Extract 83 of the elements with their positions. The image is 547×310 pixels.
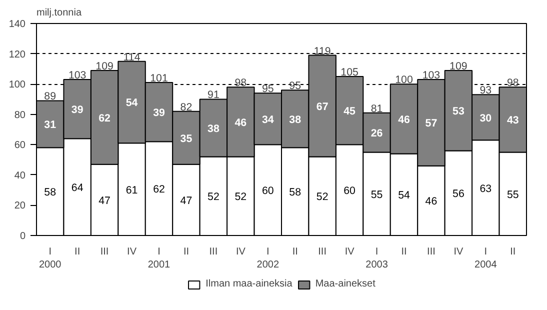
x-tick-label: II	[401, 246, 407, 258]
data-label: 47	[180, 194, 192, 207]
total-label: 93	[480, 84, 492, 97]
data-label: 67	[316, 101, 328, 114]
x-tick-label: IV	[127, 246, 137, 258]
total-label: 91	[208, 89, 220, 102]
total-label: 98	[234, 77, 247, 90]
data-label: 34	[262, 114, 274, 126]
x-tick-label: III	[209, 246, 218, 258]
y-tick-label: 20	[14, 200, 26, 212]
data-label: 58	[44, 186, 56, 199]
data-label: 64	[71, 182, 84, 194]
x-tick-label: I 2000	[38, 246, 62, 271]
total-label: 109	[96, 60, 114, 72]
x-tick-label: I 2002	[256, 246, 280, 271]
y-tick-label: 40	[14, 170, 26, 182]
data-label: 38	[289, 114, 302, 126]
data-label: 62	[98, 112, 111, 124]
x-tick-label: I 2004	[474, 246, 498, 271]
data-label: 56	[452, 188, 464, 200]
legend-label: Ilman maa-aineksia	[206, 278, 292, 290]
x-tick-label: I 2001	[148, 246, 171, 271]
data-label: 39	[153, 107, 165, 120]
data-label: 54	[126, 97, 138, 110]
legend-label: Maa-ainekset	[315, 278, 376, 290]
x-tick-label: IV	[344, 246, 355, 258]
data-label: 53	[452, 106, 464, 118]
data-label: 58	[289, 186, 302, 199]
total-label: 89	[44, 90, 56, 103]
data-label: 55	[506, 188, 519, 201]
x-tick-label: IV	[454, 246, 464, 258]
data-label: 35	[180, 132, 192, 145]
y-tick-label: 60	[14, 140, 26, 152]
x-tick-label: I 2003	[366, 246, 388, 271]
data-label: 57	[425, 118, 438, 130]
x-tick-label: II	[292, 246, 298, 258]
data-label: 46	[425, 196, 438, 208]
data-label: 46	[234, 116, 247, 129]
data-label: 52	[316, 191, 328, 204]
total-label: 81	[370, 102, 383, 115]
data-label: 46	[398, 114, 410, 126]
total-label: 98	[506, 77, 519, 90]
y-tick-label: 80	[14, 110, 26, 121]
total-label: 95	[262, 83, 274, 96]
x-tick-label: II	[74, 246, 80, 258]
y-axis-title: milj.tonnia	[36, 8, 82, 18]
data-label: 61	[126, 184, 138, 196]
data-label: 47	[98, 194, 111, 207]
total-label: 100	[395, 74, 413, 86]
data-label: 30	[480, 112, 492, 124]
total-label: 82	[180, 101, 192, 114]
data-label: 62	[153, 184, 165, 196]
y-tick-label: 140	[8, 19, 26, 30]
x-tick-label: III	[318, 246, 327, 258]
total-label: 103	[68, 70, 86, 82]
data-label: 39	[71, 104, 84, 116]
data-label: 54	[398, 190, 410, 202]
data-label: 60	[262, 185, 274, 198]
total-label: 109	[450, 60, 468, 72]
data-label: 60	[344, 185, 356, 198]
data-label: 52	[208, 191, 220, 204]
y-tick-label: 100	[8, 80, 26, 91]
x-tick-label: III	[100, 246, 109, 258]
data-label: 43	[506, 114, 519, 127]
y-tick-label: 0	[20, 231, 26, 242]
x-tick-label: IV	[236, 246, 246, 258]
data-label: 45	[344, 106, 356, 118]
total-label: 114	[123, 51, 140, 64]
data-label: 52	[234, 191, 247, 204]
x-tick-label: II	[510, 246, 516, 258]
data-label: 31	[44, 119, 56, 132]
total-label: 105	[340, 66, 359, 78]
total-label: 95	[289, 80, 302, 92]
data-label: 26	[370, 128, 383, 140]
y-tick-label: 120	[8, 49, 26, 60]
total-label: 103	[422, 70, 440, 82]
x-tick-label: III	[427, 246, 436, 258]
x-tick-label: II	[183, 246, 190, 258]
data-label: 63	[480, 182, 492, 195]
total-label: 101	[150, 72, 168, 85]
total-label: 119	[314, 45, 331, 58]
data-label: 55	[370, 188, 383, 201]
data-label: 38	[208, 122, 220, 135]
